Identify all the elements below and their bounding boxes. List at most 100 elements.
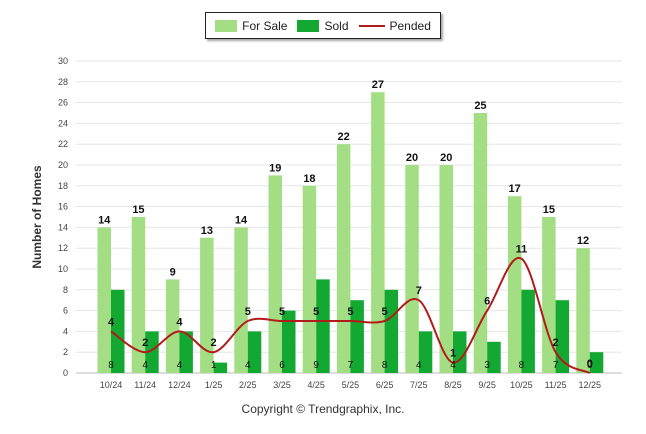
for-sale-bar xyxy=(439,165,453,373)
sold-data-label: 7 xyxy=(348,360,354,371)
for-sale-data-label: 25 xyxy=(474,100,486,112)
for-sale-bar xyxy=(131,217,146,373)
y-tick-label: 12 xyxy=(58,243,68,253)
sold-bar xyxy=(282,310,296,373)
legend-label-for-sale: For Sale xyxy=(242,18,288,33)
sold-data-label: 8 xyxy=(108,360,114,371)
pended-data-label: 5 xyxy=(347,306,353,318)
for-sale-bar xyxy=(97,227,111,373)
y-tick-label: 26 xyxy=(58,98,68,108)
legend-label-sold: Sold xyxy=(324,18,349,33)
x-tick-label: 9/25 xyxy=(478,380,496,390)
pended-data-label: 11 xyxy=(516,244,528,256)
pended-data-label: 0 xyxy=(587,358,593,370)
sold-data-label: 4 xyxy=(177,360,183,371)
for-sale-data-label: 22 xyxy=(338,131,350,143)
for-sale-bar xyxy=(200,237,214,373)
y-tick-label: 14 xyxy=(58,222,68,232)
x-tick-label: 11/24 xyxy=(134,380,156,390)
sold-bar xyxy=(487,341,501,373)
pended-data-label: 1 xyxy=(450,348,456,360)
sold-data-label: 4 xyxy=(142,360,148,371)
for-sale-data-label: 17 xyxy=(509,183,521,195)
sold-bar xyxy=(316,279,330,373)
x-tick-label: 6/25 xyxy=(376,380,394,390)
x-tick-label: 8/25 xyxy=(444,380,462,390)
sold-bar xyxy=(350,300,364,373)
for-sale-data-label: 19 xyxy=(269,162,281,174)
sold-data-label: 1 xyxy=(211,360,217,371)
y-tick-label: 20 xyxy=(58,160,68,170)
sold-bar xyxy=(247,331,262,373)
x-tick-label: 10/24 xyxy=(100,380,123,390)
for-sale-bar xyxy=(542,217,556,373)
x-tick-label: 7/25 xyxy=(410,380,428,390)
x-tick-label: 5/25 xyxy=(342,380,360,390)
for-sale-bar xyxy=(268,175,282,373)
y-tick-label: 16 xyxy=(58,202,68,212)
for-sale-data-label: 27 xyxy=(372,79,384,91)
legend-item-for-sale[interactable]: For Sale xyxy=(215,19,287,33)
pended-line xyxy=(110,256,591,374)
for-sale-data-label: 12 xyxy=(577,235,589,247)
y-tick-label: 2 xyxy=(63,347,68,357)
for-sale-data-label: 14 xyxy=(235,214,248,226)
for-sale-data-label: 20 xyxy=(440,152,452,164)
sold-bar xyxy=(521,289,535,373)
for-sale-data-label: 18 xyxy=(303,173,315,185)
for-sale-data-label: 15 xyxy=(543,204,555,216)
sold-data-label: 7 xyxy=(553,360,559,371)
for-sale-bar xyxy=(507,196,522,373)
sold-bar xyxy=(418,331,433,373)
for-sale-bar xyxy=(576,248,590,373)
legend-swatch-for-sale xyxy=(215,19,238,32)
x-tick-label: 2/25 xyxy=(239,380,257,390)
sold-data-label: 4 xyxy=(416,360,422,371)
y-tick-label: 18 xyxy=(58,181,68,191)
pended-data-label: 5 xyxy=(382,306,388,318)
legend-label-pended: Pended xyxy=(389,18,431,33)
for-sale-data-label: 9 xyxy=(170,266,176,278)
pended-data-label: 5 xyxy=(279,306,285,318)
y-tick-label: 0 xyxy=(63,368,68,378)
sold-data-label: 3 xyxy=(484,360,490,371)
y-tick-label: 30 xyxy=(58,56,68,66)
x-tick-label: 1/25 xyxy=(205,380,223,390)
pended-data-label: 5 xyxy=(245,306,251,318)
sold-bar xyxy=(384,289,399,373)
for-sale-data-label: 20 xyxy=(406,152,418,164)
legend-swatch-pended xyxy=(358,24,385,27)
for-sale-bar xyxy=(165,279,180,373)
sold-data-label: 8 xyxy=(382,360,388,371)
y-axis-title: Number of Homes xyxy=(30,165,44,269)
sold-data-label: 4 xyxy=(245,360,251,371)
legend-swatch-sold xyxy=(297,19,320,32)
x-tick-label: 12/25 xyxy=(579,380,602,390)
sold-data-label: 6 xyxy=(279,360,285,371)
x-tick-label: 3/25 xyxy=(273,380,291,390)
legend-item-sold[interactable]: Sold xyxy=(297,18,349,33)
y-tick-label: 6 xyxy=(63,306,68,316)
pended-data-label: 2 xyxy=(553,337,559,349)
sold-data-label: 0 xyxy=(587,360,593,371)
x-tick-label: 11/25 xyxy=(545,380,567,390)
for-sale-bar xyxy=(371,92,385,373)
sold-bar xyxy=(555,300,570,373)
pended-data-label: 6 xyxy=(484,296,490,308)
for-sale-data-label: 13 xyxy=(201,225,213,237)
x-tick-label: 12/24 xyxy=(168,380,191,390)
for-sale-data-label: 15 xyxy=(132,204,144,216)
for-sale-bar xyxy=(336,144,351,373)
for-sale-bar xyxy=(302,185,317,373)
y-tick-label: 22 xyxy=(58,139,68,149)
y-tick-label: 8 xyxy=(63,285,68,295)
sold-bar xyxy=(213,362,228,373)
x-tick-label: 4/25 xyxy=(307,380,325,390)
x-tick-label: 10/25 xyxy=(510,380,533,390)
legend-item-pended[interactable]: Pended xyxy=(358,18,431,33)
for-sale-bar xyxy=(234,227,248,373)
y-tick-label: 28 xyxy=(58,77,68,87)
for-sale-data-label: 14 xyxy=(98,214,111,226)
y-tick-label: 24 xyxy=(58,118,68,128)
copyright-text: Copyright © Trendgraphix, Inc. xyxy=(241,402,405,416)
